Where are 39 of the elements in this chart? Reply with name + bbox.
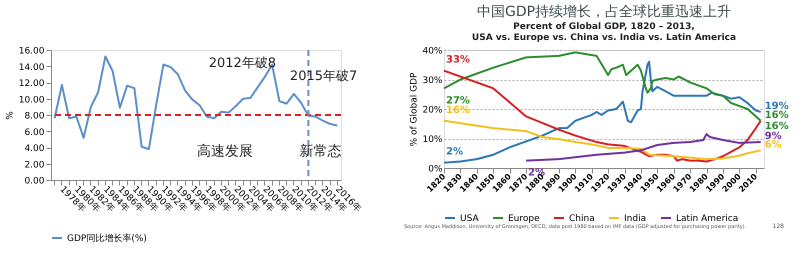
line-series [525, 133, 762, 162]
legend-label: GDP同比增长率(%) [67, 233, 147, 244]
annotation: 新常态 [300, 143, 342, 160]
legend-label: Europe [508, 214, 540, 224]
y-tick-label: 0% [428, 164, 443, 174]
y-tick-label: 8.00 [24, 112, 45, 122]
annotation: 27% [446, 95, 470, 106]
annotation: 2% [446, 146, 463, 158]
y-tick-label: 10% [422, 135, 443, 145]
y-tick-label: 2.00 [24, 160, 45, 170]
legend-label: India [624, 214, 646, 224]
line-series [443, 120, 762, 160]
annotation: 16% [764, 120, 789, 132]
y-tick-label: 30% [422, 76, 443, 86]
y-tick-label: 6.00 [24, 128, 45, 138]
annotation: 高速发展 [197, 143, 253, 160]
legend-label: Latin America [676, 214, 738, 224]
annotation: 16% [446, 104, 470, 116]
annotation: 6% [764, 139, 782, 150]
y-tick-label: 14.00 [18, 62, 45, 73]
legend-label: USA [460, 214, 480, 224]
annotation: 19% [764, 100, 789, 112]
y-axis-title: % [6, 110, 16, 120]
annotation: 2012年破8 [208, 56, 276, 71]
legend-label: China [569, 214, 595, 224]
annotation: 2015年破7 [290, 69, 358, 84]
y-tick-label: 10.00 [18, 95, 45, 106]
chart-title: 中国GDP持续增长，占全球比重迅速上升 [476, 4, 732, 20]
y-tick-label: 16.00 [18, 46, 45, 56]
chart-subtitle: Percent of Global GDP, 1820 – 2013, USA vs. Europe vs. China vs. India vs. Latin America [472, 22, 736, 43]
y-tick-label: 20% [422, 106, 443, 116]
y-axis-title: % of Global GDP [409, 72, 420, 146]
line-series [443, 51, 762, 122]
y-tick-label: 0.00 [24, 176, 45, 186]
y-tick-label: 4.00 [24, 144, 45, 154]
annotation: 16% [764, 110, 789, 121]
y-tick-label: 12.00 [18, 79, 45, 89]
y-tick-label: 40% [422, 46, 443, 56]
annotation: 33% [446, 54, 470, 66]
